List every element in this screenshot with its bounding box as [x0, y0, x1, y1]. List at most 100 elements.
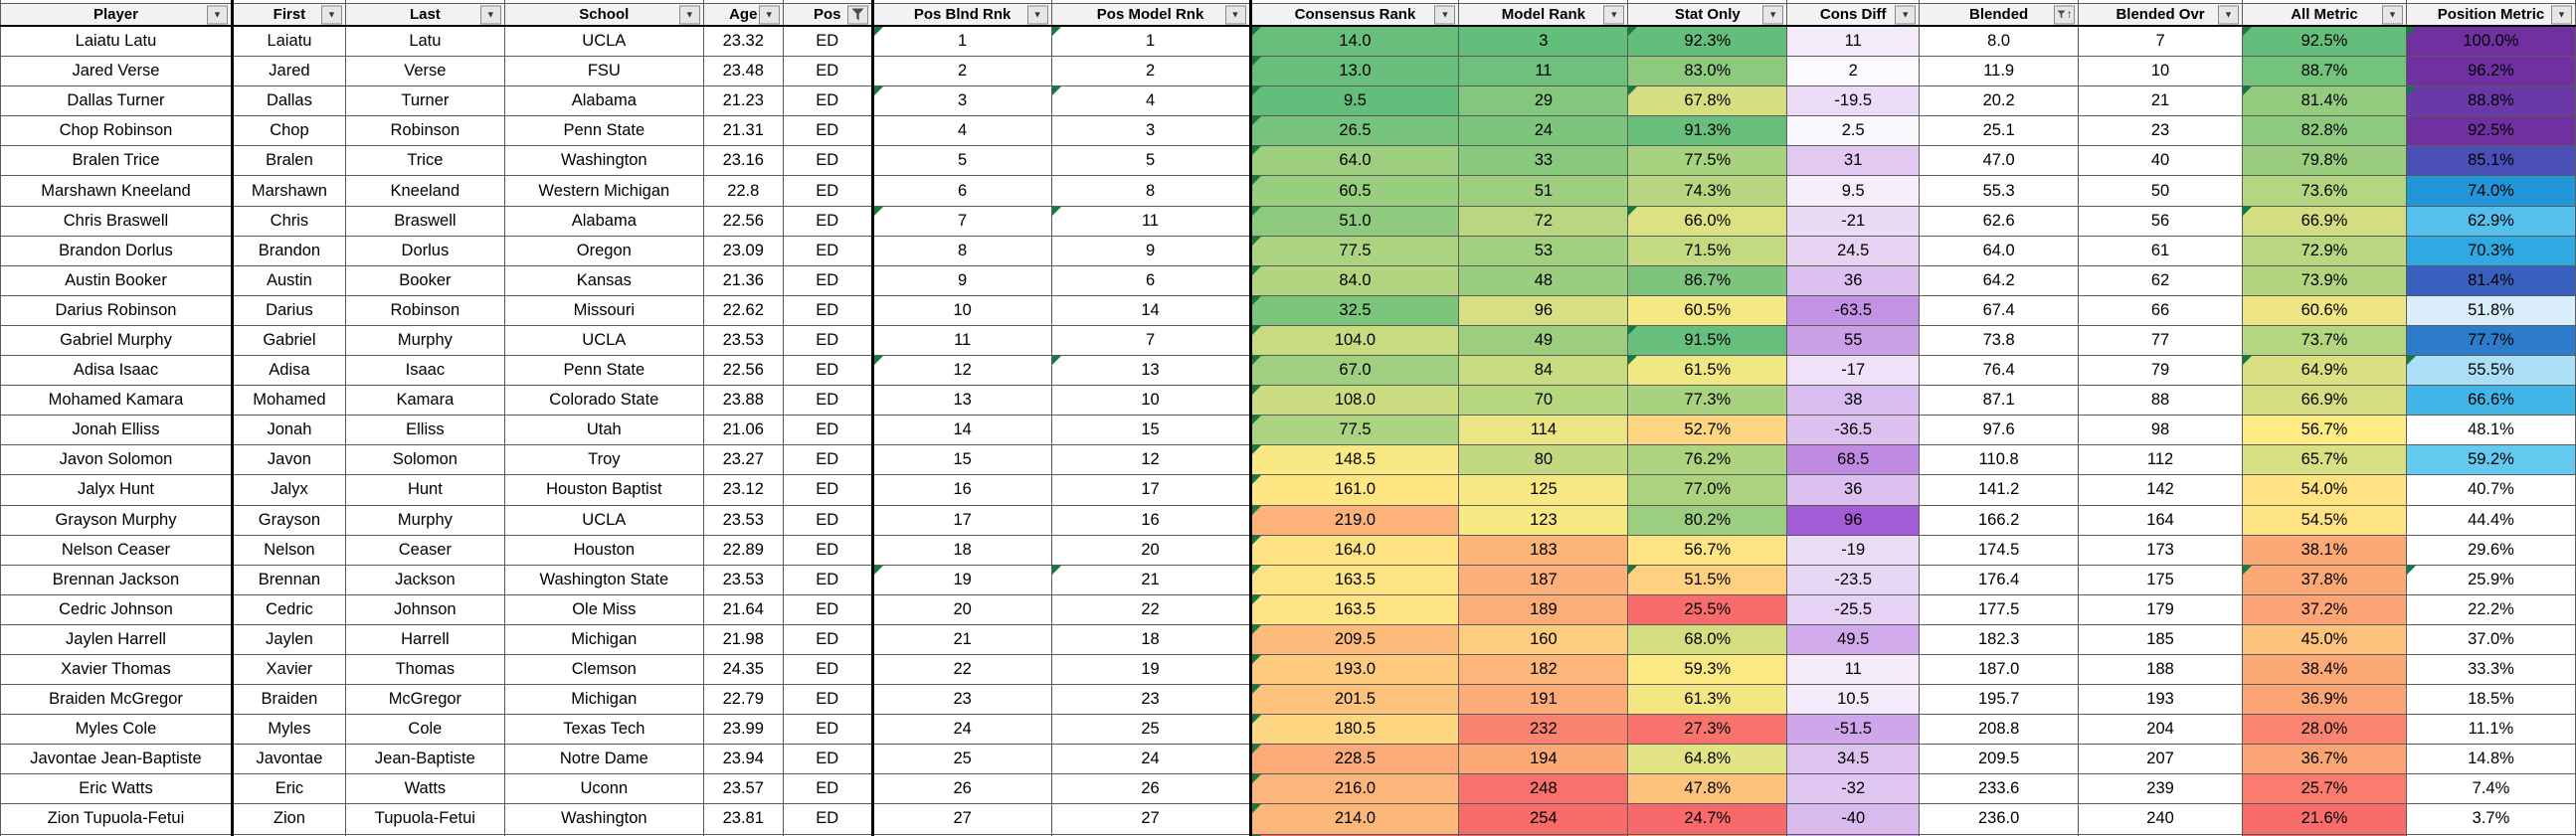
cell-mr[interactable]: 182	[1458, 653, 1629, 686]
cell-bo[interactable]: 61	[2078, 235, 2244, 266]
cell-school[interactable]: Kansas	[503, 264, 704, 296]
cell-first[interactable]: Darius	[231, 294, 346, 326]
cell-last[interactable]: Tupuola-Fetui	[344, 803, 505, 835]
cell-mr[interactable]: 70	[1458, 385, 1629, 417]
cell-player[interactable]: Laiatu Latu	[0, 25, 234, 58]
cell-bl[interactable]: 67.4	[1919, 294, 2080, 326]
cell-pm[interactable]: 9	[1050, 235, 1252, 266]
cell-mr[interactable]: 51	[1458, 175, 1629, 207]
cell-am[interactable]: 54.5%	[2242, 504, 2407, 536]
cell-first[interactable]: Jonah	[231, 415, 346, 446]
cell-pos[interactable]: ED	[782, 564, 874, 595]
cell-posm[interactable]: 51.8%	[2405, 294, 2576, 326]
cell-player[interactable]: Eric Watts	[0, 773, 234, 805]
cell-age[interactable]: 21.23	[702, 85, 784, 117]
cell-pm[interactable]: 22	[1050, 593, 1252, 625]
cell-pos[interactable]: ED	[782, 534, 874, 566]
cell-bl[interactable]: 64.2	[1919, 264, 2080, 296]
filter-dropdown-button-am[interactable]: ▼	[2381, 5, 2403, 24]
cell-pm[interactable]: 19	[1050, 653, 1252, 686]
cell-age[interactable]: 22.56	[702, 205, 784, 237]
cell-cr[interactable]: 9.5	[1249, 85, 1460, 117]
cell-cd[interactable]: -25.5	[1786, 593, 1921, 625]
cell-age[interactable]: 23.32	[702, 25, 784, 58]
cell-so[interactable]: 47.8%	[1627, 773, 1788, 805]
cell-pm[interactable]: 17	[1050, 474, 1252, 506]
cell-posm[interactable]: 7.4%	[2405, 773, 2576, 805]
cell-bl[interactable]: 208.8	[1919, 714, 2080, 746]
cell-school[interactable]: Penn State	[503, 115, 704, 147]
cell-first[interactable]: Gabriel	[231, 324, 346, 357]
cell-posm[interactable]: 59.2%	[2405, 444, 2576, 476]
cell-pos[interactable]: ED	[782, 415, 874, 446]
cell-posm[interactable]: 25.9%	[2405, 564, 2576, 595]
cell-pos[interactable]: ED	[782, 56, 874, 87]
cell-so[interactable]: 66.0%	[1627, 205, 1788, 237]
cell-pb[interactable]: 20	[871, 593, 1052, 625]
cell-school[interactable]: Alabama	[503, 205, 704, 237]
cell-pb[interactable]: 22	[871, 653, 1052, 686]
cell-pos[interactable]: ED	[782, 833, 874, 836]
cell-first[interactable]: Adisa	[231, 355, 346, 387]
cell-cr[interactable]: 161.0	[1249, 474, 1460, 506]
cell-pos[interactable]: ED	[782, 744, 874, 775]
cell-am[interactable]: 60.6%	[2242, 294, 2407, 326]
cell-school[interactable]: Colorado State	[503, 385, 704, 417]
cell-age[interactable]: 22.79	[702, 684, 784, 716]
cell-so[interactable]: 92.3%	[1627, 25, 1788, 58]
cell-am[interactable]: 56.7%	[2242, 415, 2407, 446]
cell-pb[interactable]: 10	[871, 294, 1052, 326]
cell-player[interactable]: Jonah Elliss	[0, 415, 234, 446]
cell-pm[interactable]: 16	[1050, 504, 1252, 536]
cell-bo[interactable]: 88	[2078, 385, 2244, 417]
cell-pb[interactable]: 18	[871, 534, 1052, 566]
cell-am[interactable]: 28.0%	[2242, 714, 2407, 746]
cell-so[interactable]: 91.3%	[1627, 115, 1788, 147]
cell-cr[interactable]: 108.0	[1249, 385, 1460, 417]
cell-cr[interactable]: 104.0	[1249, 324, 1460, 357]
cell-pos[interactable]: ED	[782, 235, 874, 266]
filter-dropdown-button-pm[interactable]: ▼	[1224, 5, 1246, 24]
cell-bl[interactable]: 97.6	[1919, 415, 2080, 446]
cell-pm[interactable]: 4	[1050, 85, 1252, 117]
cell-so[interactable]: 24.7%	[1627, 803, 1788, 835]
cell-last[interactable]: Braswell	[344, 205, 505, 237]
cell-cr[interactable]: 163.5	[1249, 564, 1460, 595]
cell-cd[interactable]: 36	[1786, 474, 1921, 506]
cell-last[interactable]: Thomas	[344, 653, 505, 686]
cell-cd[interactable]: -40	[1786, 803, 1921, 835]
cell-age[interactable]: 23.27	[702, 444, 784, 476]
cell-bo[interactable]: 193	[2078, 684, 2244, 716]
filter-dropdown-button-bo[interactable]: ▼	[2218, 5, 2240, 24]
cell-pos[interactable]: ED	[782, 593, 874, 625]
cell-cd[interactable]: 10.5	[1786, 684, 1921, 716]
cell-pb[interactable]: 19	[871, 564, 1052, 595]
cell-pos[interactable]: ED	[782, 175, 874, 207]
cell-school[interactable]: Oregon	[503, 235, 704, 266]
cell-am[interactable]: 38.4%	[2242, 653, 2407, 686]
cell-bl[interactable]: 8.0	[1919, 25, 2080, 58]
cell-mr[interactable]: 80	[1458, 444, 1629, 476]
cell-so[interactable]: 68.0%	[1627, 623, 1788, 655]
cell-age[interactable]: 23.99	[702, 714, 784, 746]
cell-player[interactable]: Khalid Duke	[0, 833, 234, 836]
cell-pos[interactable]: ED	[782, 145, 874, 177]
cell-so[interactable]: 77.5%	[1627, 145, 1788, 177]
cell-posm[interactable]: 55.5%	[2405, 355, 2576, 387]
cell-posm[interactable]: 92.5%	[2405, 115, 2576, 147]
cell-pos[interactable]: ED	[782, 355, 874, 387]
cell-pb[interactable]: 11	[871, 324, 1052, 357]
cell-player[interactable]: Grayson Murphy	[0, 504, 234, 536]
cell-school[interactable]: Washington	[503, 803, 704, 835]
cell-bl[interactable]: 76.4	[1919, 355, 2080, 387]
cell-last[interactable]: Latu	[344, 25, 505, 58]
cell-cd[interactable]: 36	[1786, 264, 1921, 296]
cell-posm[interactable]: 88.8%	[2405, 85, 2576, 117]
cell-age[interactable]: 21.36	[702, 264, 784, 296]
cell-cd[interactable]: 38	[1786, 385, 1921, 417]
cell-age[interactable]: 23.81	[702, 803, 784, 835]
cell-last[interactable]: McGregor	[344, 684, 505, 716]
cell-posm[interactable]: 0.0%	[2405, 833, 2576, 836]
cell-age[interactable]: 21.64	[702, 593, 784, 625]
cell-posm[interactable]: 96.2%	[2405, 56, 2576, 87]
